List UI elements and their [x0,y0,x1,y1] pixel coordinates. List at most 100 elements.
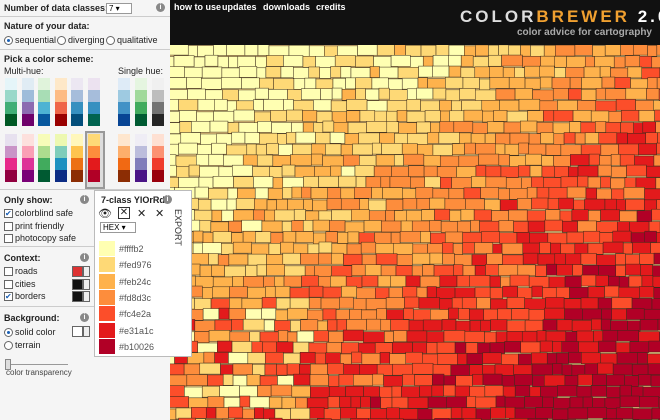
scheme-swatch[interactable] [118,146,130,158]
checkbox[interactable] [4,267,13,276]
scheme-swatch[interactable] [54,158,67,170]
scheme-swatch[interactable] [87,114,100,126]
scheme-swatch[interactable] [118,170,130,182]
scheme-swatch[interactable] [21,158,34,170]
scheme-swatch[interactable] [71,170,83,182]
nav-link[interactable]: credits [316,2,346,12]
info-icon[interactable]: i [163,195,172,204]
radio[interactable] [57,36,66,45]
scheme-swatch[interactable] [21,146,34,158]
radio[interactable] [4,36,13,45]
scheme-swatch[interactable] [54,146,67,158]
scheme-swatch[interactable] [5,134,17,146]
info-icon[interactable]: i [80,195,89,204]
scheme-swatch[interactable] [54,90,67,102]
icon-eye[interactable]: 👁 [98,208,112,220]
scheme-swatch[interactable] [21,134,34,146]
scheme-swatch[interactable] [87,90,100,102]
radio-label[interactable]: qualitative [117,35,158,45]
color-picker[interactable] [72,326,83,337]
checkbox-label[interactable]: borders [15,291,46,301]
scheme-swatch[interactable] [38,158,50,170]
info-icon[interactable]: i [80,253,89,262]
color-picker-arrow[interactable] [83,326,90,337]
scheme-swatch[interactable] [71,114,83,126]
scheme-swatch[interactable] [38,114,50,126]
scheme-swatch[interactable] [5,158,17,170]
scheme-swatch[interactable] [54,102,67,114]
scheme-swatch[interactable] [152,78,164,90]
scheme-swatch[interactable] [38,90,50,102]
scheme-swatch[interactable] [87,134,100,146]
scheme-swatch[interactable] [71,102,83,114]
color-picker-arrow[interactable] [83,266,90,277]
scheme-swatch[interactable] [118,90,130,102]
scheme-swatch[interactable] [135,170,147,182]
scheme-swatch[interactable] [21,114,34,126]
scheme-swatch[interactable] [71,90,83,102]
radio[interactable] [4,328,13,337]
scheme-swatch[interactable] [54,78,67,90]
scheme-swatch[interactable] [54,114,67,126]
radio[interactable] [106,36,115,45]
checkbox-label[interactable]: photocopy safe [15,233,77,243]
checkbox[interactable] [4,234,13,243]
scheme-swatch[interactable] [118,78,130,90]
scheme-swatch[interactable] [54,134,67,146]
color-picker-arrow[interactable] [83,291,90,302]
checkbox[interactable] [4,279,13,289]
scheme-swatch[interactable] [87,146,100,158]
scheme-swatch[interactable] [5,170,17,182]
info-icon[interactable]: i [80,313,89,322]
checkbox-label[interactable]: print friendly [15,220,65,231]
scheme-swatch[interactable] [135,158,147,170]
scheme-swatch[interactable] [5,78,17,90]
scheme-swatch[interactable] [38,146,50,158]
scheme-swatch[interactable] [21,102,34,114]
scheme-swatch[interactable] [118,114,130,126]
scheme-swatch[interactable] [135,90,147,102]
scheme-swatch[interactable] [5,90,17,102]
scheme-swatch[interactable] [71,134,83,146]
scheme-swatch[interactable] [87,102,100,114]
nav-link[interactable]: updates [222,2,257,12]
scheme-swatch[interactable] [38,170,50,182]
checkbox[interactable] [4,292,13,301]
color-picker-arrow[interactable] [83,278,90,290]
radio-label[interactable]: diverging [68,35,105,45]
format-select[interactable]: HEX ▾ [100,222,136,233]
scheme-swatch[interactable] [5,114,17,126]
export-tab[interactable]: EXPORT [173,209,183,246]
scheme-swatch[interactable] [5,102,17,114]
checkbox-label[interactable]: cities [15,278,36,289]
scheme-swatch[interactable] [135,78,147,90]
scheme-swatch[interactable] [135,146,147,158]
color-picker[interactable] [72,291,83,302]
scheme-swatch[interactable] [152,146,164,158]
scheme-swatch[interactable] [152,170,164,182]
radio[interactable] [4,340,13,350]
color-picker[interactable] [72,266,83,277]
radio-label[interactable]: terrain [15,339,41,350]
nav-link[interactable]: downloads [263,2,310,12]
scheme-swatch[interactable] [21,170,34,182]
scheme-swatch[interactable] [135,102,147,114]
scheme-swatch[interactable] [5,146,17,158]
scheme-swatch[interactable] [71,78,83,90]
scheme-swatch[interactable] [21,78,34,90]
scheme-swatch[interactable] [152,114,164,126]
checkbox-label[interactable]: roads [15,266,38,276]
scheme-swatch[interactable] [54,170,67,182]
slider-handle[interactable] [5,359,11,370]
scheme-swatch[interactable] [87,170,100,182]
scheme-swatch[interactable] [152,158,164,170]
scheme-swatch[interactable] [118,158,130,170]
scheme-swatch[interactable] [118,134,130,146]
scheme-swatch[interactable] [135,114,147,126]
color-picker[interactable] [72,278,83,290]
scheme-swatch[interactable] [71,158,83,170]
scheme-swatch[interactable] [87,158,100,170]
scheme-swatch[interactable] [87,78,100,90]
scheme-swatch[interactable] [152,134,164,146]
checkbox-label[interactable]: colorblind safe [15,208,74,218]
